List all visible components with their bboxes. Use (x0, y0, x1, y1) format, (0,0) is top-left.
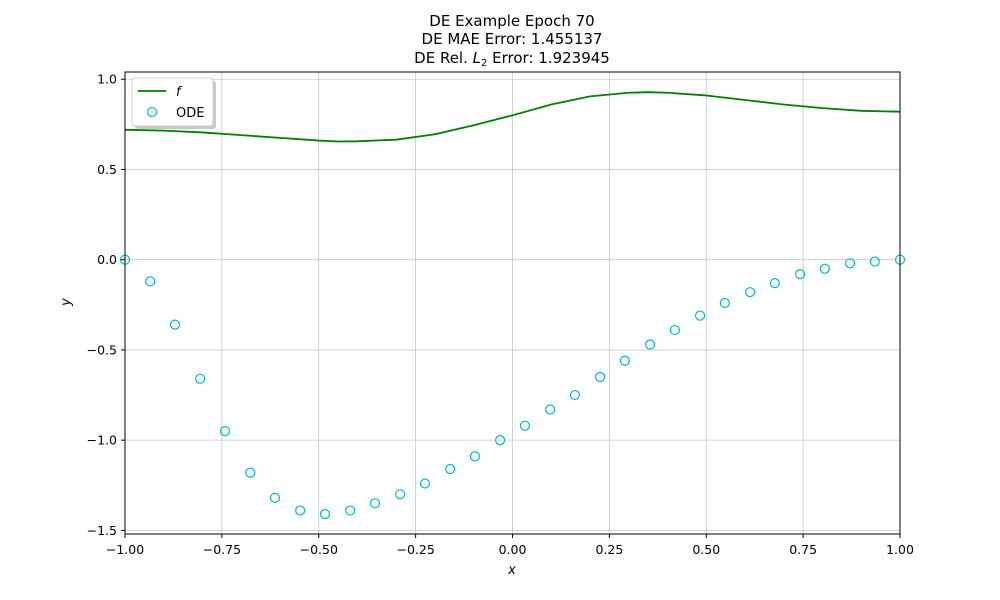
series-line-f (124, 91, 901, 143)
legend-swatch-ode (146, 106, 158, 118)
ode-point (245, 467, 256, 478)
ode-point (345, 505, 356, 516)
ode-point (295, 505, 306, 516)
x-tick-label: 0.25 (595, 542, 623, 557)
ode-point (819, 263, 830, 274)
x-tick-label: −1.00 (106, 542, 144, 557)
legend: f ODE (131, 77, 216, 129)
y-tick-label: 0.5 (97, 162, 117, 177)
rel-error-symbol: L (473, 49, 481, 67)
legend-label-ode: ODE (176, 106, 204, 121)
ode-point (419, 478, 431, 489)
x-tick-label: 1.00 (886, 542, 914, 557)
ode-point (445, 463, 456, 475)
x-tick-label: 0.75 (789, 542, 817, 557)
ode-point (669, 324, 680, 336)
x-tick-label: −0.50 (300, 542, 338, 557)
ode-point (744, 287, 756, 298)
ode-point (519, 420, 531, 431)
x-tick-label: −0.75 (203, 542, 241, 557)
chart-subtitle-mae: DE MAE Error: 1.455137 (422, 30, 603, 48)
ode-point (395, 489, 406, 500)
ode-point (469, 451, 481, 462)
chart-title: DE Example Epoch 70 (429, 12, 594, 30)
ode-point (219, 426, 231, 437)
y-tick-label: 0.0 (97, 252, 117, 267)
plot-series (119, 91, 906, 520)
chart-title-block: DE Example Epoch 70 DE MAE Error: 1.4551… (414, 12, 610, 69)
ode-point (844, 258, 856, 269)
ode-point (769, 278, 780, 289)
ode-point (195, 373, 206, 384)
x-tick-label: 0.50 (692, 542, 720, 557)
y-axis-label: y (59, 298, 74, 307)
chart-subtitle-rel-error: DE Rel. L2 Error: 1.923945 (414, 49, 610, 69)
rel-error-subscript: 2 (481, 58, 487, 69)
ode-point (719, 297, 730, 309)
axis-ticks: −1.00 −0.75 −0.50 −0.25 0.00 0.25 0.50 0.75 1.00… (87, 72, 914, 557)
ode-point (145, 276, 156, 287)
grid (124, 72, 901, 534)
ode-point (694, 310, 706, 321)
ode-point (319, 509, 331, 520)
y-tick-label: 1.0 (97, 72, 117, 87)
ode-point (544, 404, 556, 415)
ode-point (869, 256, 880, 267)
legend-box (131, 77, 214, 127)
x-tick-label: 0.00 (499, 542, 527, 557)
ode-point (794, 269, 806, 280)
ode-point (594, 371, 606, 383)
ode-point (495, 435, 506, 446)
ode-point (644, 339, 656, 350)
y-tick-label: −1.5 (87, 523, 117, 538)
x-tick-label: −0.25 (396, 542, 434, 557)
legend-label-f: f (176, 85, 183, 100)
ode-point (369, 498, 381, 509)
ode-point (269, 492, 281, 504)
y-tick-label: −0.5 (87, 342, 117, 357)
rel-error-suffix: Error: 1.923945 (487, 49, 609, 67)
ode-point (619, 355, 630, 366)
ode-point (569, 389, 580, 401)
y-tick-label: −1.0 (87, 433, 117, 448)
ode-point (169, 319, 181, 330)
x-axis-label: x (507, 563, 516, 578)
rel-error-prefix: DE Rel. (414, 49, 472, 67)
